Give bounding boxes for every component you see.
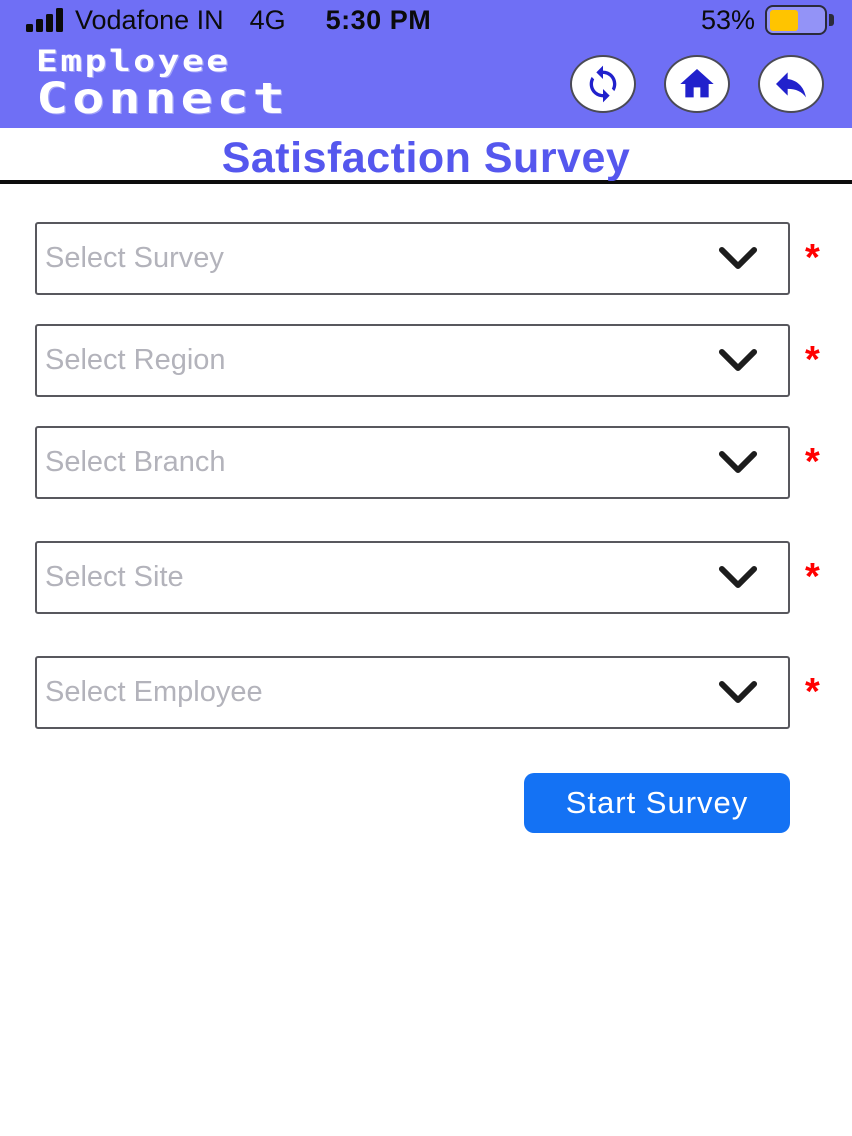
required-asterisk: *	[805, 671, 820, 713]
field-row-site: Select Site *	[35, 541, 852, 614]
logo-line2: Connect	[36, 74, 289, 124]
signal-bars-icon	[26, 8, 63, 32]
field-row-branch: Select Branch *	[35, 426, 852, 499]
required-asterisk: *	[805, 556, 820, 598]
carrier-label: Vodafone IN	[75, 4, 224, 35]
submit-row: Start Survey	[35, 773, 790, 833]
select-branch-dropdown[interactable]: Select Branch	[35, 426, 790, 499]
refresh-icon	[583, 64, 623, 104]
select-region-dropdown[interactable]: Select Region	[35, 324, 790, 397]
select-survey-dropdown[interactable]: Select Survey	[35, 222, 790, 295]
select-survey-placeholder: Select Survey	[45, 242, 224, 274]
required-asterisk: *	[805, 441, 820, 483]
chevron-down-icon	[716, 346, 760, 379]
home-button[interactable]	[664, 55, 730, 113]
chevron-down-icon	[716, 244, 760, 277]
select-site-placeholder: Select Site	[45, 561, 184, 593]
battery-percent-label: 53%	[700, 4, 755, 35]
select-employee-dropdown[interactable]: Select Employee	[35, 656, 790, 729]
app-header: Employee Connect	[0, 40, 852, 128]
clock-label: 5:30 PM	[325, 4, 432, 35]
select-employee-placeholder: Select Employee	[45, 676, 263, 708]
home-icon	[677, 64, 717, 104]
required-asterisk: *	[805, 339, 820, 381]
battery-fill	[769, 9, 798, 31]
field-row-survey: Select Survey *	[35, 222, 852, 295]
battery-icon	[765, 5, 834, 35]
header-buttons	[570, 55, 824, 113]
field-row-employee: Select Employee *	[35, 656, 852, 729]
back-icon	[771, 64, 811, 104]
chevron-down-icon	[716, 678, 760, 711]
app-logo: Employee Connect	[36, 47, 289, 121]
survey-form: Select Survey * Select Region * Select B…	[0, 184, 852, 833]
refresh-button[interactable]	[570, 55, 636, 113]
title-bar: Satisfaction Survey	[0, 128, 852, 184]
select-branch-placeholder: Select Branch	[45, 446, 226, 478]
select-region-placeholder: Select Region	[45, 344, 226, 376]
logo-line1: Employee	[36, 44, 231, 78]
chevron-down-icon	[716, 448, 760, 481]
page-title: Satisfaction Survey	[221, 134, 631, 182]
network-type-label: 4G	[249, 4, 286, 35]
required-asterisk: *	[805, 237, 820, 279]
chevron-down-icon	[716, 563, 760, 596]
back-button[interactable]	[758, 55, 824, 113]
select-site-dropdown[interactable]: Select Site	[35, 541, 790, 614]
start-survey-button[interactable]: Start Survey	[524, 773, 790, 833]
field-row-region: Select Region *	[35, 324, 852, 397]
status-bar: Vodafone IN 4G 5:30 PM 53%	[0, 0, 852, 40]
